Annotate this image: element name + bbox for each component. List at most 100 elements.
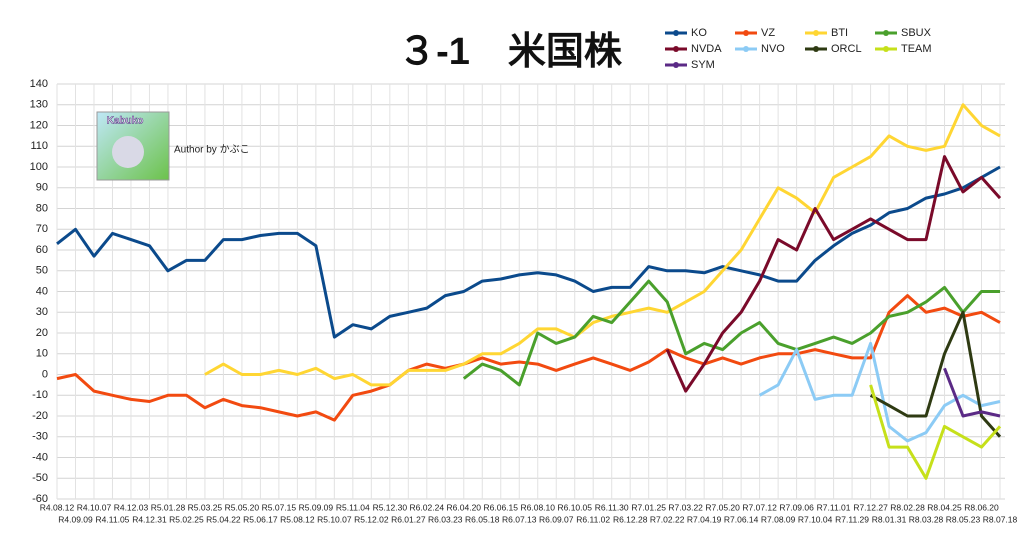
x-tick-label: R6.02.24 — [410, 502, 445, 512]
x-tick-label: R6.07.13 — [502, 514, 537, 524]
x-tick-label: R4.12.03 — [114, 502, 149, 512]
x-tick-label: R6.04.20 — [447, 502, 482, 512]
chart-title: ３-1 米国株 — [398, 31, 623, 73]
series-line — [56, 165, 1001, 339]
x-tick-label: R7.05.20 — [705, 502, 740, 512]
x-tick-label: R7.06.14 — [724, 514, 759, 524]
legend-label: SBUX — [901, 27, 932, 39]
y-tick-label: -40 — [32, 451, 48, 463]
y-tick-label: -60 — [32, 493, 48, 505]
x-tick-label: R8.02.28 — [890, 502, 925, 512]
x-tick-label: R4.11.05 — [96, 514, 130, 524]
legend-label: NVO — [761, 43, 785, 55]
x-tick-label: R6.09.07 — [539, 514, 574, 524]
legend-label: TEAM — [901, 43, 932, 55]
series-line — [462, 279, 1000, 387]
y-tick-label: -50 — [32, 472, 48, 484]
x-tick-label: R6.11.02 — [576, 514, 610, 524]
y-tick-label: -20 — [32, 410, 48, 422]
legend-marker — [813, 30, 819, 36]
legend-label: KO — [691, 27, 707, 39]
series-line — [869, 384, 1002, 480]
y-tick-label: -30 — [32, 431, 48, 443]
series-line — [204, 103, 1001, 387]
legend-label: NVDA — [691, 43, 722, 55]
x-tick-label: R5.08.12 — [280, 514, 315, 524]
x-tick-label: R4.09.09 — [58, 514, 93, 524]
x-tick-label: R7.04.19 — [687, 514, 722, 524]
y-tick-label: 60 — [36, 244, 48, 256]
x-tick-label: R4.10.07 — [77, 502, 112, 512]
x-tick-label: R6.08.10 — [520, 502, 555, 512]
legend-marker — [883, 46, 889, 52]
lines — [56, 103, 1002, 480]
y-tick-label: 140 — [30, 78, 48, 90]
legend-marker — [743, 30, 749, 36]
x-tick-label: R7.08.09 — [761, 514, 796, 524]
x-tick-label: R5.06.17 — [243, 514, 278, 524]
x-tick-label: R5.11.04 — [336, 502, 370, 512]
y-tick-label: 30 — [36, 306, 48, 318]
x-tick-label: R5.09.09 — [299, 502, 334, 512]
logo-cat — [112, 136, 144, 168]
y-tick-label: 70 — [36, 223, 48, 235]
x-tick-label: R6.11.30 — [595, 502, 629, 512]
x-tick-label: R7.11.01 — [817, 502, 851, 512]
legend: KO VZ BTI SBUX NVDA NVO ORCL TEAM SYM — [665, 27, 932, 71]
x-tick-label: R6.01.27 — [391, 514, 426, 524]
x-tick-label: R7.10.04 — [798, 514, 833, 524]
x-tick-label: R8.03.28 — [909, 514, 944, 524]
x-tick-label: R5.03.25 — [188, 502, 223, 512]
y-tick-label: 40 — [36, 285, 48, 297]
y-tick-label: -10 — [32, 389, 48, 401]
y-tick-label: 90 — [36, 182, 48, 194]
x-tick-label: R8.07.18 — [983, 514, 1018, 524]
y-tick-label: 20 — [36, 327, 48, 339]
x-tick-label: R4.12.31 — [132, 514, 167, 524]
y-tick-label: 50 — [36, 265, 48, 277]
logo-text: Kabuko — [107, 116, 144, 127]
legend-label: ORCL — [831, 43, 862, 55]
series-line — [869, 310, 1002, 438]
series-line — [943, 367, 1001, 418]
legend-marker — [813, 46, 819, 52]
x-tick-label: R6.05.18 — [465, 514, 500, 524]
series-line — [665, 155, 1002, 393]
x-tick-label: R7.07.12 — [742, 502, 777, 512]
x-tick-label: R5.12.30 — [373, 502, 408, 512]
x-tick-label: R5.02.25 — [169, 514, 204, 524]
y-tick-label: 120 — [30, 119, 48, 131]
x-tick-label: R5.07.15 — [262, 502, 297, 512]
y-tick-label: 110 — [30, 140, 48, 152]
y-tick-label: 130 — [30, 99, 48, 111]
legend-marker — [673, 62, 679, 68]
legend-label: SYM — [691, 59, 715, 71]
x-tick-label: R7.09.06 — [779, 502, 814, 512]
legend-marker — [673, 30, 679, 36]
series-line — [758, 341, 1001, 443]
legend-marker — [673, 46, 679, 52]
x-tick-label: R8.04.25 — [927, 502, 962, 512]
x-tick-label: R8.05.23 — [946, 514, 981, 524]
x-tick-label: R5.01.28 — [151, 502, 186, 512]
x-tick-label: R7.01.25 — [631, 502, 666, 512]
x-tick-label: R7.12.27 — [853, 502, 888, 512]
x-tick-label: R6.06.15 — [484, 502, 519, 512]
x-tick-label: R5.04.22 — [206, 514, 241, 524]
x-tick-label: R7.03.22 — [668, 502, 703, 512]
x-tick-label: R5.10.07 — [317, 514, 352, 524]
legend-marker — [883, 30, 889, 36]
legend-marker — [743, 46, 749, 52]
y-tick-label: 10 — [36, 348, 48, 360]
y-tick-label: 80 — [36, 202, 48, 214]
x-tick-label: R5.05.20 — [225, 502, 260, 512]
x-tick-label: R5.12.02 — [354, 514, 389, 524]
legend-label: BTI — [831, 27, 848, 39]
x-tick-label: R8.06.20 — [964, 502, 999, 512]
x-tick-label: R4.08.12 — [40, 502, 75, 512]
x-tick-label: R7.02.22 — [650, 514, 685, 524]
x-tick-label: R8.01.31 — [872, 514, 907, 524]
x-tick-label: R7.11.29 — [835, 514, 869, 524]
legend-label: VZ — [761, 27, 775, 39]
